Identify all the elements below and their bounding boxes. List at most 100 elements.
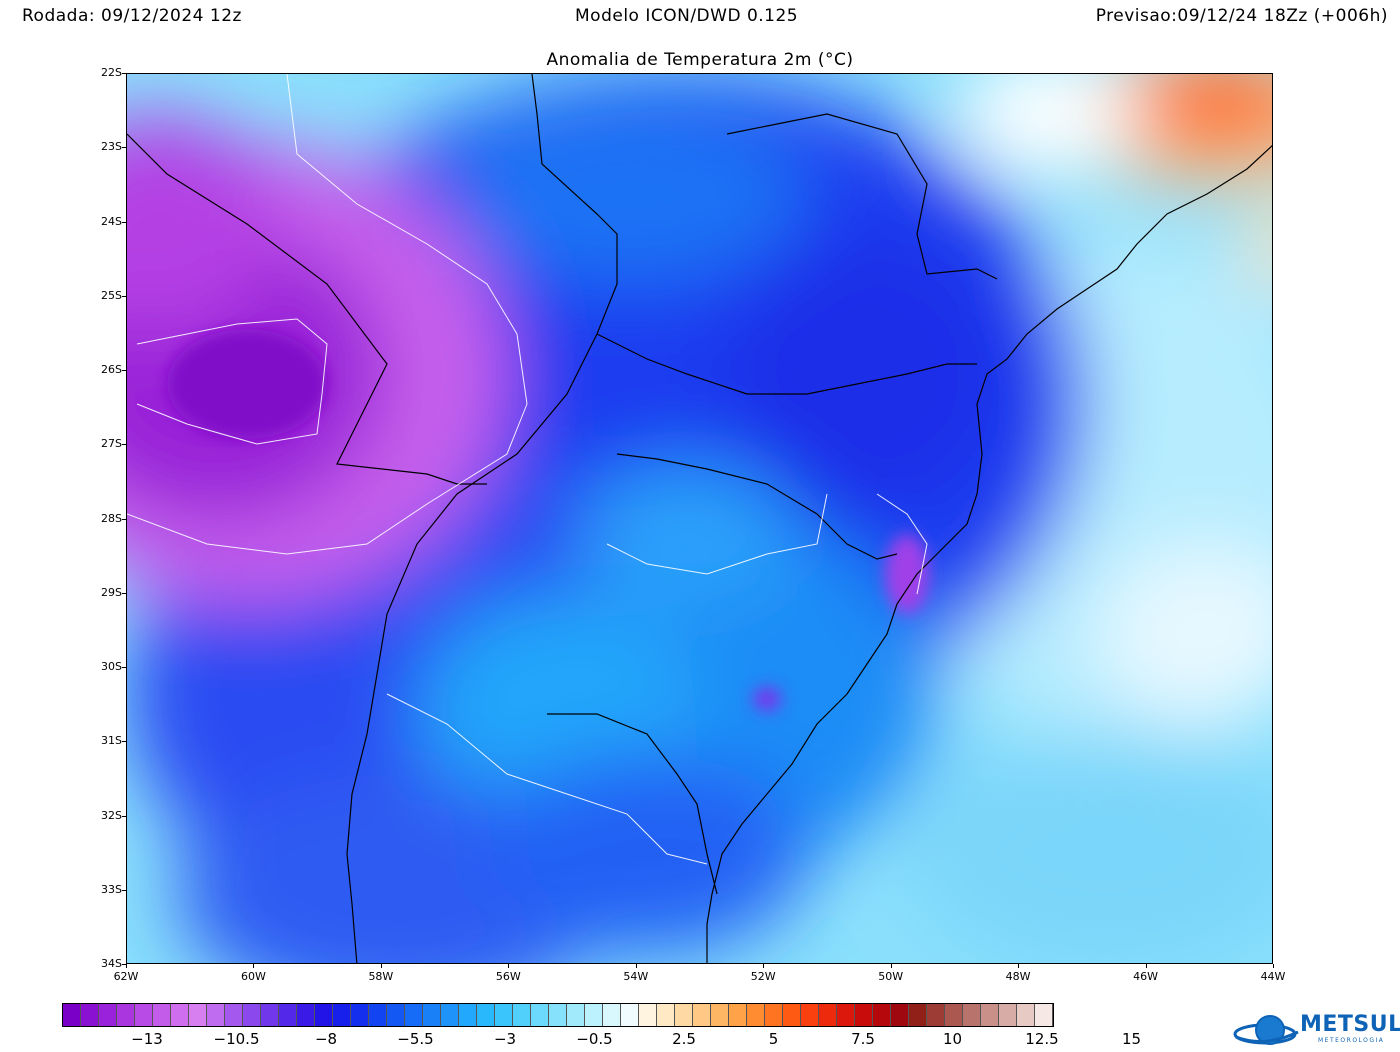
colorbar-swatch xyxy=(747,1004,765,1026)
longitude-tick xyxy=(890,964,892,968)
longitude-tick xyxy=(1018,964,1020,968)
cold-core-detail xyxy=(167,329,929,711)
longitude-label: 62W xyxy=(113,970,139,983)
contour-lines xyxy=(127,74,928,865)
colorbar-swatch xyxy=(693,1004,711,1026)
colorbar-swatch xyxy=(927,1004,945,1026)
colorbar-swatch xyxy=(855,1004,873,1026)
colorbar-swatch xyxy=(639,1004,657,1026)
longitude-label: 48W xyxy=(1005,970,1031,983)
colorbar-swatch xyxy=(333,1004,351,1026)
colorbar-label: −3 xyxy=(493,1030,517,1048)
latitude-tick xyxy=(122,221,126,223)
latitude-label: 32S xyxy=(101,808,122,822)
longitude-label: 46W xyxy=(1133,970,1158,983)
colorbar-swatch xyxy=(513,1004,531,1026)
longitude-tick xyxy=(380,964,382,968)
longitude-label: 60W xyxy=(241,970,266,983)
latitude-tick xyxy=(122,444,126,446)
run-time-label: Rodada: 09/12/2024 12z xyxy=(22,6,242,26)
anomaly-shading xyxy=(127,74,1272,963)
boundaries xyxy=(127,74,1272,963)
longitude-label: 56W xyxy=(495,970,521,983)
colorbar-swatch xyxy=(549,1004,567,1026)
colorbar-swatch xyxy=(387,1004,405,1026)
longitude-tick xyxy=(126,964,127,968)
colorbar-swatch xyxy=(819,1004,837,1026)
latitude-label: 22S xyxy=(101,66,122,79)
longitude-label: 54W xyxy=(623,970,649,983)
colorbar-swatch xyxy=(729,1004,747,1026)
colorbar-swatch xyxy=(207,1004,225,1026)
colorbar xyxy=(62,1003,1054,1027)
colorbar-label: 5 xyxy=(768,1030,779,1048)
colorbar-swatch xyxy=(315,1004,333,1026)
latitude-label: 26S xyxy=(101,363,122,376)
latitude-label: 27S xyxy=(101,437,122,451)
colorbar-swatch xyxy=(153,1004,171,1026)
brand-name: METSUL xyxy=(1300,1012,1400,1037)
temperature-anomaly-map[interactable] xyxy=(126,73,1273,964)
colorbar-swatch xyxy=(999,1004,1017,1026)
latitude-tick xyxy=(122,815,126,817)
forecast-time-label: Previsao:09/12/24 18Zz (+006h) xyxy=(1095,6,1388,26)
colorbar-swatch xyxy=(63,1004,81,1026)
colorbar-swatch xyxy=(531,1004,549,1026)
colorbar-label: 7.5 xyxy=(851,1030,875,1048)
longitude-tick xyxy=(508,964,510,968)
colorbar-swatch xyxy=(783,1004,801,1026)
colorbar-swatch xyxy=(963,1004,981,1026)
latitude-label: 28S xyxy=(101,511,122,525)
metsul-logo-icon xyxy=(1233,1015,1299,1045)
latitude-tick xyxy=(122,147,126,149)
latitude-label: 23S xyxy=(101,140,122,154)
latitude-label: 31S xyxy=(101,734,122,748)
longitude-tick xyxy=(1273,964,1274,968)
latitude-tick xyxy=(122,964,126,965)
colorbar-swatch xyxy=(279,1004,297,1026)
model-label: Modelo ICON/DWD 0.125 xyxy=(575,6,799,26)
latitude-tick xyxy=(122,667,126,668)
colorbar-swatch xyxy=(981,1004,999,1026)
colorbar-swatch xyxy=(675,1004,693,1026)
latitude-tick xyxy=(122,295,126,297)
colorbar-swatch xyxy=(945,1004,963,1026)
colorbar-swatch xyxy=(459,1004,477,1026)
latitude-label: 34S xyxy=(101,957,122,970)
colorbar-swatch xyxy=(423,1004,441,1026)
colorbar-swatch xyxy=(117,1004,135,1026)
colorbar-swatch xyxy=(603,1004,621,1026)
longitude-tick xyxy=(635,964,637,968)
colorbar-label: −13 xyxy=(131,1030,163,1048)
colorbar-label: −0.5 xyxy=(576,1030,613,1048)
anomaly-field-svg xyxy=(127,74,1272,963)
colorbar-swatch xyxy=(369,1004,387,1026)
longitude-tick xyxy=(253,964,255,968)
colorbar-swatch xyxy=(801,1004,819,1026)
latitude-tick xyxy=(122,889,126,891)
brand-subtitle: METEOROLOGIA xyxy=(1318,1037,1385,1044)
colorbar-swatch xyxy=(909,1004,927,1026)
colorbar-swatch xyxy=(873,1004,891,1026)
colorbar-swatch xyxy=(891,1004,909,1026)
longitude-label: 44W xyxy=(1260,970,1286,983)
latitude-label: 33S xyxy=(101,882,122,896)
latitude-label: 25S xyxy=(101,288,122,302)
colorbar-swatch xyxy=(1017,1004,1035,1026)
colorbar-label: −5.5 xyxy=(397,1030,434,1048)
latitude-tick xyxy=(122,518,126,520)
latitude-label: 29S xyxy=(101,585,122,599)
colorbar-label: 2.5 xyxy=(672,1030,696,1048)
colorbar-swatch xyxy=(171,1004,189,1026)
colorbar-label: −10.5 xyxy=(213,1030,260,1048)
longitude-label: 52W xyxy=(750,970,776,983)
colorbar-label: 10 xyxy=(942,1030,963,1048)
latitude-tick xyxy=(122,741,126,743)
colorbar-label: 12.5 xyxy=(1025,1030,1059,1048)
longitude-tick xyxy=(763,964,765,968)
colorbar-swatch xyxy=(351,1004,369,1026)
latitude-tick xyxy=(122,370,126,371)
map-title: Anomalia de Temperatura 2m (°C) xyxy=(546,50,854,70)
colorbar-label: −8 xyxy=(314,1030,338,1048)
colorbar-swatch xyxy=(261,1004,279,1026)
